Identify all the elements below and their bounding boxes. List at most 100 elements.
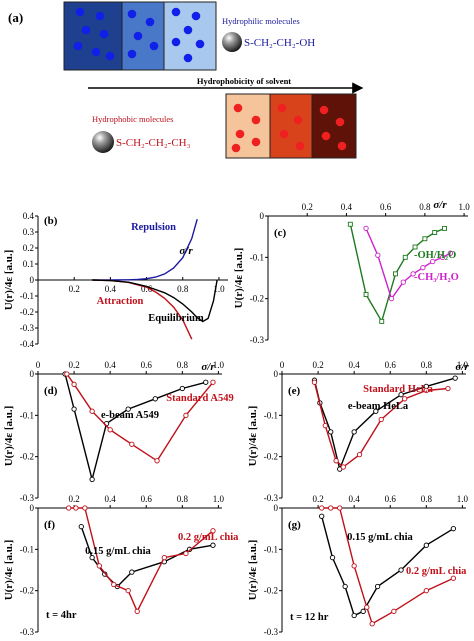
data-point <box>400 279 406 285</box>
x-tick-label: 0.2 <box>312 494 323 504</box>
data-point <box>111 581 117 588</box>
data-point <box>393 271 398 277</box>
particle <box>231 143 241 153</box>
x-tick-label: 0.8 <box>177 360 189 370</box>
legend-label: 0.2 g/mL chia <box>178 532 239 543</box>
data-point <box>452 375 458 381</box>
panel-label: (g) <box>288 519 301 531</box>
legend-label: e-beam HeLa <box>348 401 409 412</box>
series-line <box>64 373 206 480</box>
data-point <box>73 505 79 511</box>
series-line <box>66 373 214 462</box>
data-point <box>410 271 416 277</box>
y-tick-label: -0.1 <box>20 410 34 420</box>
x-tick-label: 0.6 <box>141 360 153 370</box>
y-tick-label: -0.2 <box>20 307 34 317</box>
y-tick-label: -0.2 <box>250 294 264 304</box>
data-point <box>161 554 167 561</box>
data-point <box>356 451 363 458</box>
data-point <box>328 505 334 511</box>
particle <box>183 25 193 35</box>
data-point <box>179 385 185 392</box>
particle <box>75 7 85 17</box>
hydrophilic-label: Hydrophilic molecules <box>222 16 300 26</box>
panel-label: (c) <box>274 227 287 239</box>
data-point <box>71 381 77 387</box>
y-tick-label: -0.2 <box>20 452 34 462</box>
series-line <box>68 507 214 613</box>
hydrophobic-formula: S-CH₂-CH₂-CH₃ <box>116 137 191 149</box>
chart-panel: 0 -0.1 -0.2 -0.3 0 0.2 0.4 0.6 0.8 1.0 (e) U(r)/4ε … <box>247 360 469 503</box>
chart-panel: 0 -0.1 -0.2 -0.3 0.2 0.4 0.6 0.8 1.0 (g) U(r)/4ε [… <box>247 494 469 637</box>
panel-label: (f) <box>44 519 55 531</box>
particle <box>251 137 261 147</box>
x-tick-label: 0.6 <box>385 494 397 504</box>
data-point <box>210 528 216 534</box>
x-tick-label: 0.2 <box>69 284 80 294</box>
x-tick-label: 0.6 <box>141 284 153 294</box>
data-point <box>398 567 404 573</box>
data-point <box>450 575 457 581</box>
x-tick-label: 0.2 <box>68 360 79 370</box>
particle <box>127 49 137 59</box>
y-tick-label: 0 <box>30 503 35 513</box>
y-tick-label: 0 <box>30 369 35 379</box>
x-tick-label: 0.4 <box>341 202 353 212</box>
legend-label: 0.15 g/mL chia <box>85 546 151 557</box>
y-tick-label: 0 <box>260 211 265 221</box>
particle <box>295 141 305 151</box>
data-point <box>89 408 95 414</box>
particle <box>99 29 109 39</box>
y-tick-label: -0.1 <box>20 291 34 301</box>
particle <box>195 39 205 49</box>
hydrophobic-box <box>225 93 271 159</box>
particle <box>319 105 329 115</box>
data-point <box>363 225 369 232</box>
data-point <box>125 588 131 594</box>
y-axis-label: U(r)/4ε [a.u.] <box>3 250 15 311</box>
data-point <box>423 542 429 548</box>
data-point <box>388 296 395 302</box>
data-point <box>89 554 95 561</box>
particle <box>293 115 303 125</box>
x-tick-label: 0.6 <box>385 360 397 370</box>
particle <box>171 37 181 47</box>
chart-panel: 0 -0.1 -0.2 -0.3 0.2 0.4 0.6 0.8 1.0 (c) U(r)/4ε [… <box>233 199 470 345</box>
data-point <box>340 464 346 470</box>
x-tick-label: 0.4 <box>349 494 361 504</box>
data-point <box>329 554 336 561</box>
x-tick-label: 0 <box>280 360 285 370</box>
data-point <box>351 429 357 435</box>
data-point <box>319 513 325 519</box>
legend-label: Equilibrium <box>148 313 204 324</box>
data-point <box>398 392 404 398</box>
data-point <box>430 258 436 265</box>
data-point <box>337 505 343 511</box>
data-point <box>439 254 446 260</box>
particle <box>133 31 143 41</box>
particle <box>95 11 105 21</box>
x-tick-label: 0.2 <box>68 494 79 504</box>
data-point <box>374 583 381 590</box>
legend-label: 0.15 g/mL chia <box>347 532 413 543</box>
particle <box>279 129 289 139</box>
data-point <box>420 265 426 271</box>
data-point <box>203 379 209 385</box>
y-tick-label: -0.1 <box>264 544 278 554</box>
data-point <box>369 621 375 627</box>
data-point <box>351 612 357 619</box>
data-point <box>422 236 428 242</box>
legend-label: e-beam A549 <box>101 410 159 421</box>
x-tick-label: 0.4 <box>105 360 117 370</box>
particle <box>171 7 181 17</box>
plots: 0.4 0.3 0.2 0.1 0 -0.1 -0.2 -0.3 -0.4 0.2 0.4 0.6 0.… <box>3 199 470 637</box>
hydrophilic-solvent-boxes <box>63 1 217 71</box>
data-point <box>322 423 328 429</box>
particle <box>337 141 347 151</box>
hydrophobic-box <box>269 93 313 159</box>
series-line <box>92 219 198 281</box>
data-point <box>64 371 70 377</box>
particle <box>183 53 193 63</box>
chart-panel: 0 -0.1 -0.2 -0.3 0.2 0.4 0.6 0.8 1.0 (f) U(r)/4ε [… <box>3 494 239 637</box>
